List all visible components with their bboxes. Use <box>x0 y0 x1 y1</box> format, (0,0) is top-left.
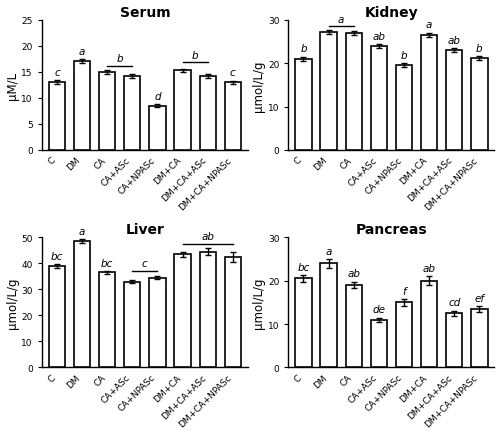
Bar <box>320 33 337 151</box>
Title: Serum: Serum <box>120 6 170 20</box>
Bar <box>446 51 462 151</box>
Bar <box>150 278 166 368</box>
Bar <box>370 320 387 368</box>
Bar <box>174 255 190 368</box>
Bar <box>396 66 412 151</box>
Y-axis label: μM/L: μM/L <box>6 72 18 100</box>
Bar <box>200 77 216 151</box>
Bar <box>370 47 387 151</box>
Bar <box>124 77 140 151</box>
Bar <box>346 285 362 368</box>
Bar <box>296 279 312 368</box>
Text: c: c <box>142 259 148 269</box>
Bar <box>99 72 116 151</box>
Text: de: de <box>372 305 386 315</box>
Bar <box>346 34 362 151</box>
Bar <box>49 266 65 368</box>
Bar <box>99 273 116 368</box>
Title: Pancreas: Pancreas <box>356 223 427 237</box>
Text: c: c <box>230 68 235 78</box>
Bar <box>471 309 488 368</box>
Title: Kidney: Kidney <box>364 6 418 20</box>
Bar <box>174 71 190 151</box>
Text: a: a <box>79 47 86 57</box>
Text: b: b <box>300 44 307 54</box>
Bar <box>224 257 241 368</box>
Text: ab: ab <box>372 32 386 42</box>
Bar <box>74 62 90 151</box>
Text: a: a <box>426 20 432 30</box>
Bar <box>396 302 412 368</box>
Text: a: a <box>79 227 86 237</box>
Bar <box>446 313 462 368</box>
Text: ab: ab <box>347 269 360 279</box>
Text: ab: ab <box>422 263 436 273</box>
Bar <box>200 252 216 368</box>
Text: ef: ef <box>474 293 484 303</box>
Bar <box>74 242 90 368</box>
Text: b: b <box>116 54 123 64</box>
Text: b: b <box>192 51 198 61</box>
Bar <box>296 59 312 151</box>
Bar <box>421 36 438 151</box>
Title: Liver: Liver <box>126 223 164 237</box>
Text: c: c <box>54 68 60 78</box>
Text: b: b <box>400 51 407 61</box>
Y-axis label: μmol/L/g: μmol/L/g <box>252 277 265 329</box>
Bar <box>150 106 166 151</box>
Text: a: a <box>338 15 344 25</box>
Text: ab: ab <box>448 36 460 46</box>
Y-axis label: μmol/L/g: μmol/L/g <box>252 60 265 112</box>
Bar <box>421 281 438 368</box>
Bar <box>224 83 241 151</box>
Text: ab: ab <box>201 232 214 242</box>
Text: f: f <box>402 286 406 296</box>
Text: d: d <box>154 92 161 102</box>
Text: b: b <box>476 44 482 54</box>
Bar <box>471 59 488 151</box>
Text: bc: bc <box>51 251 63 261</box>
Bar <box>320 264 337 368</box>
Bar <box>49 83 65 151</box>
Text: bc: bc <box>101 258 114 268</box>
Bar <box>124 282 140 368</box>
Text: cd: cd <box>448 298 460 308</box>
Text: bc: bc <box>298 263 310 273</box>
Y-axis label: μmol/L/g: μmol/L/g <box>6 277 18 329</box>
Text: a: a <box>326 246 332 256</box>
